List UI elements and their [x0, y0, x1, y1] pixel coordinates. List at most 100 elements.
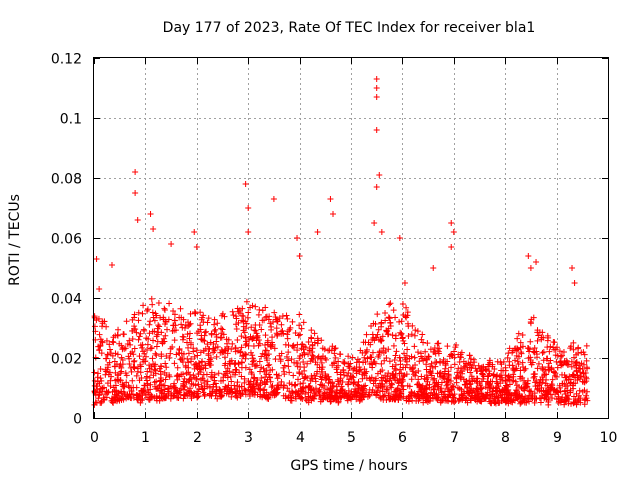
data-point — [301, 375, 308, 382]
data-point — [200, 319, 207, 326]
data-point — [451, 361, 458, 368]
data-point — [249, 388, 256, 395]
data-point — [228, 393, 235, 400]
data-point — [574, 376, 581, 383]
data-point — [453, 342, 460, 349]
data-point — [524, 377, 531, 384]
data-point — [226, 360, 233, 367]
data-point — [384, 386, 391, 393]
data-point — [266, 361, 273, 368]
data-point — [231, 361, 238, 368]
data-point — [411, 343, 418, 350]
data-point — [497, 380, 504, 387]
data-point — [144, 341, 151, 348]
data-point — [512, 357, 519, 364]
data-point — [114, 351, 121, 358]
data-point — [133, 329, 140, 336]
data-point — [274, 386, 281, 393]
data-point — [282, 395, 289, 402]
data-point — [382, 317, 389, 324]
data-point — [158, 353, 165, 360]
data-point — [178, 314, 185, 321]
data-point — [238, 344, 245, 351]
data-point — [103, 355, 110, 362]
data-point — [237, 392, 244, 399]
data-point — [128, 395, 135, 402]
data-point — [426, 368, 433, 375]
data-point — [433, 359, 440, 366]
data-point — [142, 391, 149, 398]
data-point — [482, 391, 489, 398]
data-point — [284, 328, 291, 335]
data-point — [303, 397, 310, 404]
data-point — [91, 369, 98, 376]
data-point — [528, 361, 535, 368]
data-point — [310, 386, 317, 393]
data-point — [132, 169, 139, 175]
data-point — [139, 392, 146, 399]
data-point — [232, 344, 239, 351]
data-point — [544, 390, 551, 397]
data-point — [236, 387, 243, 394]
data-point — [233, 326, 240, 333]
y-tick-label: 0.1 — [60, 112, 82, 128]
data-point — [122, 345, 129, 352]
data-point — [96, 380, 103, 387]
data-point — [95, 395, 102, 402]
data-point — [577, 369, 584, 376]
data-point — [560, 349, 567, 356]
data-point — [415, 349, 422, 356]
data-point — [187, 310, 194, 317]
x-tick-label: 4 — [296, 430, 305, 446]
data-point — [206, 360, 213, 367]
data-point — [531, 345, 538, 352]
data-point — [202, 345, 209, 352]
data-point — [430, 265, 437, 271]
data-point — [345, 387, 352, 394]
x-tick-label: 0 — [90, 430, 99, 446]
data-point — [485, 380, 492, 387]
data-point — [231, 382, 238, 389]
data-point — [397, 366, 404, 373]
data-point — [408, 353, 415, 360]
data-point — [467, 380, 474, 387]
data-point — [456, 359, 463, 366]
data-point — [348, 390, 355, 397]
data-point — [531, 373, 538, 380]
data-point — [292, 395, 299, 402]
data-point — [420, 399, 427, 406]
data-point — [96, 286, 103, 292]
data-point — [577, 395, 584, 402]
data-point — [406, 393, 413, 400]
data-point — [513, 387, 520, 394]
data-point — [331, 392, 338, 399]
data-point — [134, 217, 141, 223]
data-point — [197, 309, 204, 316]
data-point — [432, 363, 439, 370]
data-point — [545, 385, 552, 392]
data-point — [444, 385, 451, 392]
data-point — [144, 380, 151, 387]
data-point — [272, 356, 279, 363]
data-point — [207, 373, 214, 380]
y-axis-label: ROTI / TECUs — [7, 194, 23, 286]
data-point — [284, 385, 291, 392]
data-point — [540, 366, 547, 373]
data-point — [211, 328, 218, 335]
data-point — [238, 373, 245, 380]
data-point — [186, 376, 193, 383]
data-point — [379, 333, 386, 340]
data-point — [196, 386, 203, 393]
data-point — [161, 394, 168, 401]
data-point — [330, 382, 337, 389]
data-point — [225, 345, 232, 352]
data-point — [521, 367, 528, 374]
data-point — [117, 395, 124, 402]
data-point — [495, 383, 502, 390]
data-point — [204, 378, 211, 385]
data-point — [131, 311, 138, 318]
data-point — [477, 382, 484, 389]
data-point — [193, 347, 200, 354]
data-point — [101, 318, 108, 325]
data-point — [148, 295, 155, 302]
